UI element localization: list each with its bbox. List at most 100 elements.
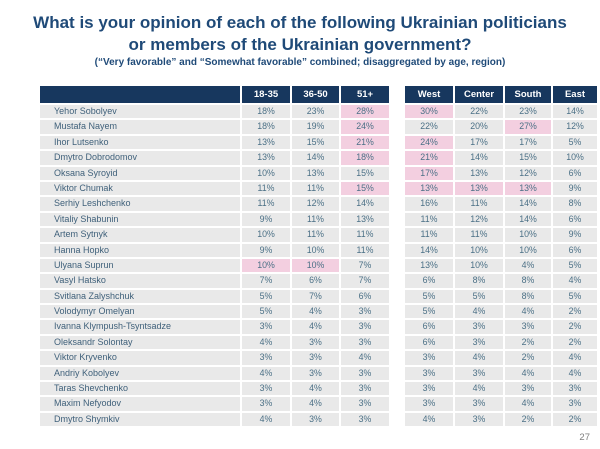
value-cell: 4% bbox=[242, 412, 290, 427]
value-cell: 5% bbox=[553, 289, 597, 304]
value-cell: 4% bbox=[292, 320, 339, 334]
value-cell: 14% bbox=[505, 212, 551, 227]
value-cell: 17% bbox=[405, 166, 453, 180]
table-row: Hanna Hopko 9% 10% 11% 14% 10% 10% 6% bbox=[40, 243, 597, 257]
value-cell: 11% bbox=[242, 181, 290, 196]
group-spacer bbox=[391, 105, 403, 118]
value-cell: 3% bbox=[455, 366, 503, 381]
value-cell: 24% bbox=[405, 135, 453, 150]
group-spacer bbox=[391, 367, 403, 380]
group-spacer bbox=[391, 351, 403, 364]
group-spacer bbox=[391, 167, 403, 180]
value-cell: 10% bbox=[242, 228, 290, 242]
value-cell: 4% bbox=[505, 305, 551, 319]
value-cell: 11% bbox=[292, 212, 339, 227]
value-cell: 10% bbox=[242, 258, 290, 273]
politician-name: Viktor Chumak bbox=[40, 181, 240, 196]
table-row: Volodymyr Omelyan 5% 4% 3% 5% 4% 4% 2% bbox=[40, 305, 597, 319]
politician-name: Vitaliy Shabunin bbox=[40, 212, 240, 227]
value-cell: 13% bbox=[242, 135, 290, 150]
value-cell: 3% bbox=[242, 397, 290, 411]
value-cell: 10% bbox=[242, 166, 290, 180]
value-cell: 15% bbox=[341, 166, 389, 180]
value-cell: 27% bbox=[505, 120, 551, 134]
value-cell: 7% bbox=[341, 274, 389, 288]
value-cell: 5% bbox=[242, 289, 290, 304]
table-body: Yehor Sobolyev 18% 23% 28% 30% 22% 23% 14% Musta… bbox=[40, 105, 597, 427]
value-cell: 10% bbox=[292, 243, 339, 257]
value-cell: 14% bbox=[553, 105, 597, 119]
value-cell: 3% bbox=[455, 397, 503, 411]
group-spacer bbox=[391, 120, 403, 133]
table-row: Vitaliy Shabunin 9% 11% 13% 11% 12% 14% 6% bbox=[40, 212, 597, 227]
slide-subtitle: (“Very favorable” and “Somewhat favorabl… bbox=[94, 57, 506, 68]
group-spacer bbox=[391, 290, 403, 303]
value-cell: 12% bbox=[292, 197, 339, 211]
table-row: Viktor Kryvenko 3% 3% 4% 3% 4% 2% 4% bbox=[40, 351, 597, 365]
politician-name: Serhiy Leshchenko bbox=[40, 197, 240, 211]
value-cell: 4% bbox=[292, 397, 339, 411]
value-cell: 11% bbox=[455, 197, 503, 211]
value-cell: 15% bbox=[292, 135, 339, 150]
value-cell: 4% bbox=[292, 305, 339, 319]
group-spacer bbox=[391, 136, 403, 149]
value-cell: 24% bbox=[341, 120, 389, 134]
value-cell: 23% bbox=[505, 105, 551, 119]
age-header-cell: 18-35 bbox=[242, 86, 290, 103]
table-row: Ivanna Klympush-Tsyntsadze 3% 4% 3% 6% 3% 3% 2% bbox=[40, 320, 597, 334]
value-cell: 10% bbox=[553, 151, 597, 165]
table-row: Serhiy Leshchenko 11% 12% 14% 16% 11% 14% 8% bbox=[40, 197, 597, 211]
value-cell: 5% bbox=[455, 289, 503, 304]
value-cell: 11% bbox=[405, 212, 453, 227]
value-cell: 13% bbox=[455, 181, 503, 196]
value-cell: 7% bbox=[292, 289, 339, 304]
value-cell: 6% bbox=[553, 166, 597, 180]
value-cell: 4% bbox=[553, 351, 597, 365]
table-row: Ulyana Suprun 10% 10% 7% 13% 10% 4% 5% bbox=[40, 258, 597, 273]
value-cell: 2% bbox=[553, 335, 597, 350]
value-cell: 4% bbox=[505, 397, 551, 411]
value-cell: 3% bbox=[455, 335, 503, 350]
value-cell: 14% bbox=[405, 243, 453, 257]
value-cell: 3% bbox=[292, 351, 339, 365]
value-cell: 22% bbox=[405, 120, 453, 134]
value-cell: 21% bbox=[341, 135, 389, 150]
header-row: 18-35 36-50 51+ West Center South East bbox=[40, 86, 597, 103]
age-header-cell: 51+ bbox=[341, 86, 389, 103]
table-row: Yehor Sobolyev 18% 23% 28% 30% 22% 23% 14% bbox=[40, 105, 597, 119]
group-spacer bbox=[391, 397, 403, 410]
politician-name: Viktor Kryvenko bbox=[40, 351, 240, 365]
group-spacer bbox=[391, 274, 403, 287]
value-cell: 19% bbox=[292, 120, 339, 134]
politician-name: Ivanna Klympush-Tsyntsadze bbox=[40, 320, 240, 334]
politician-name: Andriy Kobolyev bbox=[40, 366, 240, 381]
value-cell: 14% bbox=[505, 197, 551, 211]
table-row: Oleksandr Solontay 4% 3% 3% 6% 3% 2% 2% bbox=[40, 335, 597, 350]
value-cell: 3% bbox=[341, 320, 389, 334]
table-row: Ihor Lutsenko 13% 15% 21% 24% 17% 17% 5% bbox=[40, 135, 597, 150]
value-cell: 3% bbox=[292, 366, 339, 381]
value-cell: 14% bbox=[292, 151, 339, 165]
region-header-cell: East bbox=[553, 86, 597, 103]
value-cell: 4% bbox=[505, 366, 551, 381]
value-cell: 9% bbox=[553, 181, 597, 196]
value-cell: 2% bbox=[505, 412, 551, 427]
value-cell: 6% bbox=[341, 289, 389, 304]
value-cell: 3% bbox=[405, 351, 453, 365]
politician-name: Hanna Hopko bbox=[40, 243, 240, 257]
value-cell: 8% bbox=[505, 274, 551, 288]
value-cell: 12% bbox=[455, 212, 503, 227]
group-spacer bbox=[391, 86, 403, 103]
value-cell: 4% bbox=[553, 274, 597, 288]
politician-name: Maxim Nefyodov bbox=[40, 397, 240, 411]
value-cell: 11% bbox=[341, 228, 389, 242]
value-cell: 3% bbox=[341, 412, 389, 427]
value-cell: 22% bbox=[455, 105, 503, 119]
value-cell: 10% bbox=[455, 243, 503, 257]
table-row: Dmytro Dobrodomov 13% 14% 18% 21% 14% 15% 10% bbox=[40, 151, 597, 165]
value-cell: 30% bbox=[405, 105, 453, 119]
value-cell: 2% bbox=[553, 320, 597, 334]
value-cell: 14% bbox=[341, 197, 389, 211]
value-cell: 3% bbox=[341, 305, 389, 319]
